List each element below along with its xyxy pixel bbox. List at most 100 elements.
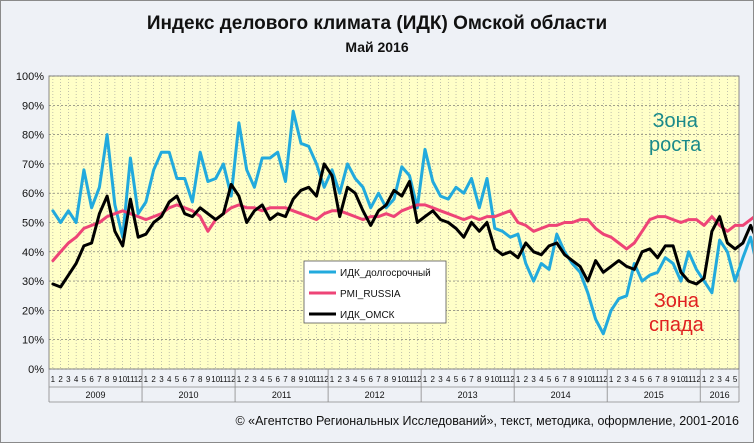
x-tick-label: 2 bbox=[58, 375, 63, 384]
x-tick-label: 2 bbox=[524, 375, 529, 384]
x-tick-label: 6 bbox=[89, 375, 94, 384]
x-tick-label: 1 bbox=[51, 375, 56, 384]
year-label: 2016 bbox=[710, 390, 730, 400]
x-tick-label: 9 bbox=[206, 375, 211, 384]
x-tick-label: 12 bbox=[227, 375, 236, 384]
x-tick-label: 7 bbox=[655, 375, 660, 384]
x-tick-label: 6 bbox=[182, 375, 187, 384]
x-tick-label: 9 bbox=[392, 375, 397, 384]
decline-zone-line1: Зона bbox=[653, 290, 700, 312]
x-tick-label: 10 bbox=[211, 375, 220, 384]
x-tick-label: 11 bbox=[126, 375, 135, 384]
x-tick-label: 12 bbox=[506, 375, 515, 384]
x-tick-label: 4 bbox=[167, 375, 172, 384]
x-tick-label: 2 bbox=[617, 375, 622, 384]
y-tick-label: 50% bbox=[22, 218, 44, 230]
series-line-1 bbox=[51, 109, 753, 336]
x-tick-label: 10 bbox=[304, 375, 313, 384]
y-tick-label: 100% bbox=[16, 71, 44, 83]
x-tick-label: 7 bbox=[283, 375, 288, 384]
x-tick-label: 10 bbox=[583, 375, 592, 384]
year-label: 2010 bbox=[179, 390, 199, 400]
x-tick-label: 11 bbox=[312, 375, 321, 384]
x-tick-label: 12 bbox=[599, 375, 608, 384]
x-tick-label: 12 bbox=[134, 375, 143, 384]
x-tick-label: 6 bbox=[275, 375, 280, 384]
y-tick-label: 10% bbox=[22, 335, 44, 347]
x-tick-label: 5 bbox=[175, 375, 180, 384]
x-tick-label: 1 bbox=[609, 375, 614, 384]
copyright-footer: © «Агентство Региональных Исследований»,… bbox=[235, 414, 739, 428]
x-tick-label: 4 bbox=[260, 375, 265, 384]
x-tick-label: 11 bbox=[405, 375, 414, 384]
x-tick-label: 3 bbox=[252, 375, 257, 384]
x-tick-label: 6 bbox=[555, 375, 560, 384]
x-tick-label: 9 bbox=[113, 375, 118, 384]
x-tick-label: 1 bbox=[423, 375, 428, 384]
y-tick-label: 30% bbox=[22, 276, 44, 288]
x-tick-label: 4 bbox=[74, 375, 79, 384]
x-tick-label: 11 bbox=[219, 375, 228, 384]
x-tick-label: 2 bbox=[338, 375, 343, 384]
y-tick-label: 40% bbox=[22, 247, 44, 259]
x-tick-label: 10 bbox=[118, 375, 127, 384]
chart-title: Индекс делового климата (ИДК) Омской обл… bbox=[146, 13, 608, 34]
legend-label: ИДК_долгосрочный bbox=[340, 268, 431, 279]
x-tick-label: 8 bbox=[663, 375, 668, 384]
x-tick-label: 4 bbox=[632, 375, 637, 384]
x-tick-label: 5 bbox=[82, 375, 87, 384]
x-tick-label: 11 bbox=[684, 375, 693, 384]
legend-label: ИДК_ОМСК bbox=[340, 310, 395, 321]
x-tick-label: 1 bbox=[516, 375, 521, 384]
x-tick-label: 1 bbox=[237, 375, 242, 384]
y-tick-label: 20% bbox=[22, 305, 44, 317]
growth-zone-annotation: Зона роста bbox=[649, 109, 701, 157]
x-tick-label: 7 bbox=[97, 375, 102, 384]
series-layer bbox=[51, 109, 753, 336]
x-tick-label: 5 bbox=[454, 375, 459, 384]
year-label: 2014 bbox=[551, 390, 571, 400]
x-tick-label: 12 bbox=[413, 375, 422, 384]
x-tick-label: 7 bbox=[469, 375, 474, 384]
x-tick-label: 12 bbox=[320, 375, 329, 384]
x-tick-label: 9 bbox=[578, 375, 583, 384]
year-label: 2012 bbox=[365, 390, 385, 400]
decline-zone-line2: спада bbox=[649, 314, 704, 336]
y-tick-label: 70% bbox=[22, 159, 44, 171]
x-tick-label: 9 bbox=[671, 375, 676, 384]
axes-layer: 0%10%20%30%40%50%60%70%80%90%100%1 2 3 4 5 6 7… bbox=[16, 71, 740, 403]
x-tick-label: 2 bbox=[244, 375, 249, 384]
x-tick-label: 2 bbox=[151, 375, 156, 384]
x-tick-label: 11 bbox=[591, 375, 600, 384]
x-tick-label: 9 bbox=[299, 375, 304, 384]
x-tick-label: 8 bbox=[198, 375, 203, 384]
x-tick-label: 3 bbox=[438, 375, 443, 384]
x-tick-label: 11 bbox=[498, 375, 507, 384]
x-tick-label: 8 bbox=[570, 375, 575, 384]
year-label: 2015 bbox=[644, 390, 664, 400]
x-tick-label: 3 bbox=[624, 375, 629, 384]
x-tick-label: 5 bbox=[547, 375, 552, 384]
year-label: 2011 bbox=[272, 390, 291, 400]
gridlines-layer bbox=[49, 75, 739, 370]
x-tick-label: 8 bbox=[105, 375, 110, 384]
y-tick-label: 60% bbox=[22, 188, 44, 200]
legend-layer: ИДК_долгосрочный PMI_RUSSIA ИДК_ОМСК bbox=[303, 260, 447, 324]
growth-zone-line1: Зона bbox=[652, 110, 698, 132]
x-tick-label: 1 bbox=[330, 375, 335, 384]
year-label: 2013 bbox=[458, 390, 478, 400]
x-tick-label: 8 bbox=[291, 375, 296, 384]
x-tick-label: 12 bbox=[692, 375, 701, 384]
legend-label: PMI_RUSSIA bbox=[340, 289, 401, 300]
decline-zone-annotation: Зона спада bbox=[649, 289, 704, 337]
year-label: 2009 bbox=[86, 390, 106, 400]
x-tick-label: 5 bbox=[268, 375, 273, 384]
y-tick-label: 0% bbox=[28, 364, 44, 376]
x-tick-label: 10 bbox=[490, 375, 499, 384]
x-tick-label: 9 bbox=[485, 375, 490, 384]
x-tick-label: 10 bbox=[676, 375, 685, 384]
y-tick-label: 90% bbox=[22, 100, 44, 112]
x-tick-label: 3 bbox=[345, 375, 350, 384]
x-tick-label: 7 bbox=[190, 375, 195, 384]
